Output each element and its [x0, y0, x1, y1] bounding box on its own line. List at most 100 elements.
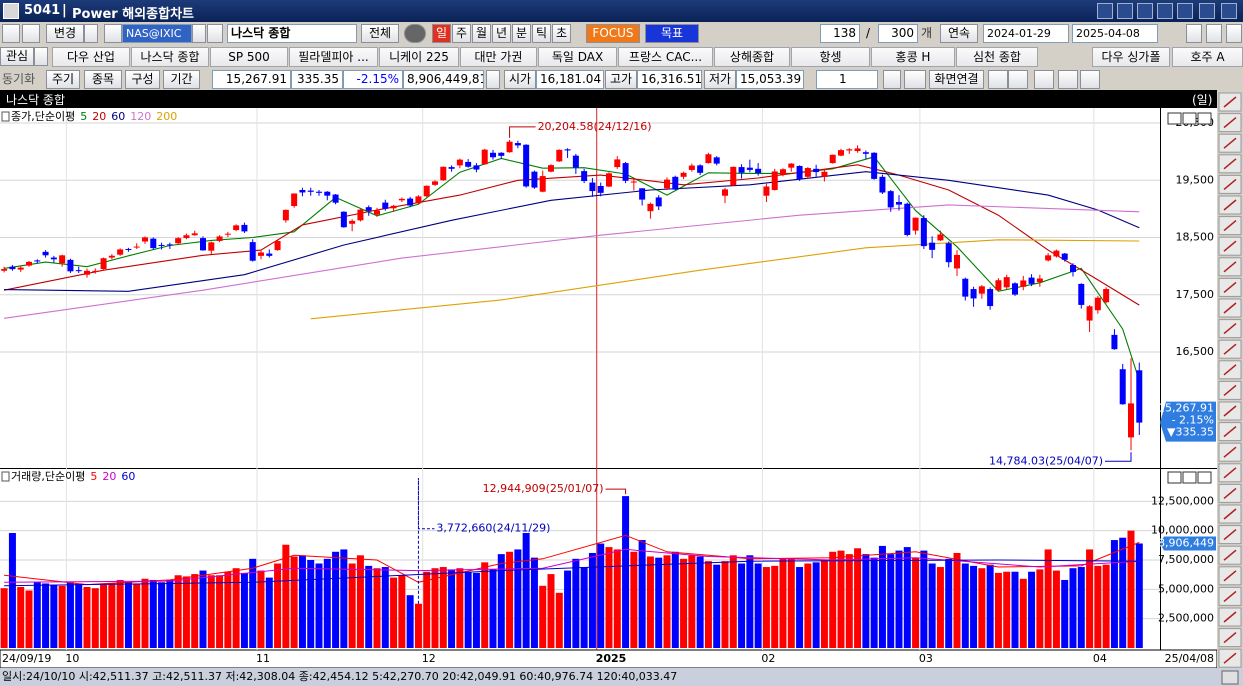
status-text: 일시:24/10/10 시:42,511.37 고:42,511.37 저:42… — [2, 669, 677, 683]
volume-bar — [1086, 549, 1094, 648]
tool-icon[interactable] — [2, 24, 20, 43]
candle-body — [672, 176, 679, 190]
period-button[interactable]: 틱 — [532, 24, 551, 43]
spin[interactable] — [486, 70, 500, 89]
volume-bar — [381, 567, 389, 648]
period-button[interactable]: 년 — [492, 24, 511, 43]
sync-label[interactable]: 동기화 — [2, 72, 36, 86]
nav-button[interactable] — [1034, 70, 1054, 89]
period-button[interactable]: 월 — [472, 24, 491, 43]
period-button[interactable]: 일 — [432, 24, 451, 43]
nav-button[interactable] — [1008, 70, 1028, 89]
volume-bar — [191, 574, 199, 648]
period-button[interactable]: 초 — [552, 24, 571, 43]
index-tab[interactable]: 대만 가권 — [460, 47, 537, 67]
window-button[interactable] — [1199, 3, 1215, 19]
index-tab[interactable]: 필라델피아 ... — [289, 47, 378, 67]
index-tab[interactable]: 홍콩 H — [871, 47, 955, 67]
candle-body — [705, 154, 712, 164]
option-icon[interactable] — [404, 24, 426, 43]
volume-bar — [912, 557, 920, 648]
panel-button[interactable] — [1197, 112, 1212, 125]
dropdown[interactable] — [192, 24, 206, 43]
title-bar: 5041 | Power 해외종합차트 — [0, 0, 1243, 22]
index-tab[interactable]: 독일 DAX — [538, 47, 617, 67]
dropdown[interactable] — [84, 24, 98, 43]
candle-body — [788, 163, 795, 168]
index-tab[interactable]: 니케이 225 — [379, 47, 459, 67]
index-tab[interactable]: 항셍 — [791, 47, 870, 67]
index-tab[interactable]: 다우 산업 — [52, 47, 130, 67]
favorite-button[interactable]: 관심 — [0, 47, 34, 66]
candle-body — [316, 191, 322, 193]
candle-body — [746, 167, 753, 170]
candle-body — [26, 261, 32, 266]
legend-title: 거래량,단순이평 — [11, 470, 85, 483]
change-button[interactable]: 변경 — [46, 24, 84, 43]
nav-button[interactable] — [988, 70, 1008, 89]
volume-bar — [878, 545, 886, 648]
search-button[interactable] — [104, 24, 122, 43]
panel-button[interactable] — [1197, 471, 1212, 484]
period-button[interactable]: 주 — [452, 24, 471, 43]
index-tab[interactable]: 나스닥 종합 — [131, 47, 209, 67]
all-button[interactable]: 전체 — [361, 24, 399, 43]
index-tab[interactable]: 다우 싱가폴 — [1092, 47, 1170, 67]
price-tag-text: - 2.15% — [1172, 414, 1214, 427]
volume-bar — [133, 583, 141, 648]
setting-button[interactable]: 구성 — [125, 70, 160, 89]
window-button[interactable] — [1221, 3, 1237, 19]
dropdown[interactable] — [34, 47, 48, 66]
add-button[interactable] — [883, 70, 901, 89]
panel-button[interactable] — [1182, 471, 1197, 484]
setting-button[interactable]: 종목 — [84, 70, 122, 89]
volume-bar — [928, 563, 936, 648]
x-tick-label: 04 — [1093, 652, 1107, 665]
symbol-field[interactable]: NAS@IXIC — [122, 24, 192, 43]
end-date[interactable]: 2025-04-08 — [1072, 24, 1158, 43]
index-tab[interactable]: 프랑스 CAC... — [618, 47, 713, 67]
link-button[interactable]: 화면연결 — [929, 70, 984, 89]
setting-button[interactable]: 기간 — [163, 70, 200, 89]
window-button[interactable] — [1097, 3, 1113, 19]
volume-bar — [75, 583, 83, 648]
index-tab[interactable]: 호주 A — [1172, 47, 1243, 67]
max-field[interactable]: 300 — [878, 24, 918, 43]
favorite-star[interactable] — [207, 24, 223, 43]
grid-button[interactable] — [904, 70, 926, 89]
volume-bar — [754, 563, 762, 648]
tool-icon[interactable] — [1186, 24, 1202, 43]
pen-button[interactable] — [1080, 70, 1100, 89]
tool-icon[interactable] — [22, 24, 40, 43]
focus-button[interactable]: FOCUS — [586, 24, 640, 43]
candle-body — [125, 248, 132, 250]
tool-icon[interactable] — [1226, 24, 1242, 43]
nav-button[interactable] — [1058, 70, 1078, 89]
panel-button[interactable] — [1167, 471, 1182, 484]
panel-button[interactable] — [1167, 112, 1182, 125]
window-button[interactable] — [1117, 3, 1133, 19]
volume-bar — [854, 548, 862, 648]
index-tab[interactable]: 심천 종합 — [956, 47, 1038, 67]
window-button[interactable] — [1137, 3, 1153, 19]
index-tab[interactable]: SP 500 — [210, 47, 288, 67]
period-button[interactable]: 분 — [512, 24, 531, 43]
continuous-button[interactable]: 연속 — [940, 24, 978, 43]
layout-select[interactable]: 1 — [816, 70, 878, 89]
window-button[interactable] — [1177, 3, 1193, 19]
volume-bar — [472, 572, 480, 648]
start-date[interactable]: 2024-01-29 — [983, 24, 1069, 43]
panel-button[interactable] — [1182, 112, 1197, 125]
window-button[interactable] — [1157, 3, 1173, 19]
target-button[interactable]: 목표 — [645, 24, 699, 43]
annotation-leader — [509, 126, 536, 138]
count-field[interactable]: 138 — [820, 24, 860, 43]
index-tab[interactable]: 상해종합 — [714, 47, 790, 67]
tool-icon[interactable] — [1206, 24, 1222, 43]
volume-bar — [713, 564, 721, 648]
low-field: 15,053.39 — [736, 70, 804, 89]
candle-body — [473, 165, 480, 170]
setting-button[interactable]: 주기 — [46, 70, 80, 89]
candle-body — [738, 167, 745, 173]
